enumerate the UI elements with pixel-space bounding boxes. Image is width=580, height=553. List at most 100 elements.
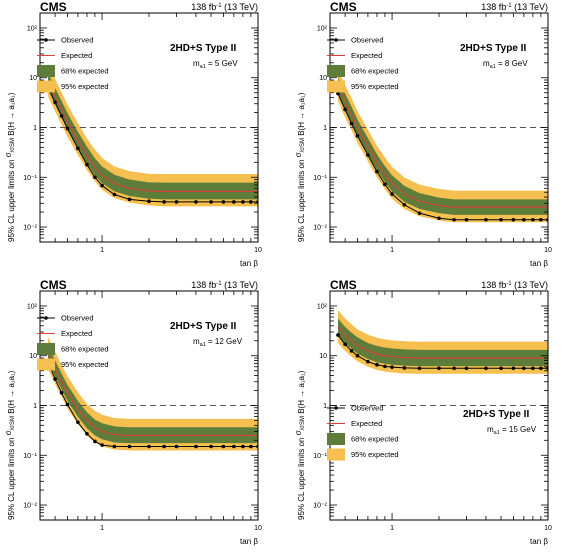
y-tick-label: 10 <box>319 75 327 82</box>
x-tick-label: 10 <box>254 247 262 254</box>
x-tick-label: 10 <box>544 247 552 254</box>
legend-95-swatch <box>327 448 345 461</box>
observed-point <box>76 420 80 425</box>
legend-expected-label: Expected <box>61 329 92 338</box>
x-tick-label: 1 <box>100 247 104 254</box>
y-tick-label: 10 <box>29 353 37 360</box>
legend-observed-marker <box>334 406 338 410</box>
luminosity-label: 138 fb-1 (13 TeV) <box>481 2 548 12</box>
y-tick-label: 10⁻² <box>23 503 37 510</box>
observed-point <box>531 366 535 371</box>
y-tick-label: 10⁻¹ <box>313 175 327 182</box>
y-tick-label: 10² <box>27 303 38 310</box>
y-tick-label: 10² <box>317 25 328 32</box>
legend-68-label: 68% expected <box>61 67 109 76</box>
legend-observed-marker <box>44 316 48 320</box>
observed-point <box>499 217 503 222</box>
model-label: 2HD+S Type II <box>463 409 529 420</box>
luminosity-label: 138 fb-1 (13 TeV) <box>191 2 258 12</box>
legend-observed-marker <box>334 38 338 42</box>
y-tick-label: 10⁻² <box>313 225 327 232</box>
legend: Observed Expected 68% expected 95% expected <box>37 36 109 93</box>
band-68-expected <box>47 72 258 200</box>
legend-68-label: 68% expected <box>351 435 399 444</box>
y-tick-label: 10 <box>29 75 37 82</box>
observed-point <box>209 444 213 449</box>
observed-point <box>522 366 526 371</box>
x-tick-label: 10 <box>254 525 262 532</box>
legend-95-label: 95% expected <box>61 82 109 91</box>
observed-point <box>112 192 117 197</box>
plot-area <box>40 63 258 207</box>
legend-observed-label: Observed <box>351 36 384 45</box>
mass-label: ma1 = 12 GeV <box>193 337 243 348</box>
band-68-expected <box>337 318 548 367</box>
legend: Observed Expected 68% expected 95% expected <box>327 36 399 93</box>
observed-point <box>162 200 166 204</box>
legend-95-swatch <box>37 358 55 371</box>
observed-point <box>511 366 516 371</box>
legend-observed-marker <box>44 38 48 42</box>
chart-panel: 1 10 10⁻² 10⁻¹ 1 10 10² CMS 138 fb-1 (13 TeV) tan… <box>4 278 262 546</box>
observed-point <box>484 217 488 222</box>
observed-point <box>437 366 441 371</box>
observed-point <box>59 114 64 118</box>
observed-point <box>437 216 441 221</box>
observed-point <box>539 366 543 371</box>
plot-area <box>40 336 258 451</box>
observed-point <box>53 377 57 381</box>
expected-line <box>47 81 258 192</box>
observed-point <box>499 366 503 371</box>
x-tick-label: 1 <box>100 525 104 532</box>
observed-point <box>522 217 526 222</box>
observed-point <box>402 366 407 370</box>
observed-point <box>390 365 394 369</box>
expected-line <box>337 326 548 359</box>
y-tick-label: 1 <box>323 403 327 410</box>
legend-68-swatch <box>37 343 55 355</box>
plot-area <box>330 310 548 406</box>
observed-point <box>355 353 360 358</box>
observed-point <box>249 200 253 204</box>
observed-point <box>464 217 469 222</box>
y-axis-title: 95% CL upper limits on σ/σSM B(H → a₁a₁) <box>4 370 16 520</box>
legend: Observed Expected 68% expected 95% expected <box>327 404 399 461</box>
observed-point <box>127 444 132 449</box>
luminosity-label: 138 fb-1 (13 TeV) <box>481 280 548 290</box>
y-tick-label: 1 <box>33 403 37 410</box>
legend-95-label: 95% expected <box>351 82 399 91</box>
observed-point <box>147 199 151 204</box>
observed-point <box>452 366 456 371</box>
observed-point <box>249 444 253 449</box>
experiment-label: CMS <box>330 0 357 14</box>
y-axis-title: 95% CL upper limits on σ/σSM B(H → a₁a₁) <box>294 92 306 242</box>
y-tick-label: 10 <box>319 353 327 360</box>
model-label: 2HD+S Type II <box>170 43 236 54</box>
observed-point <box>336 91 340 96</box>
observed-point <box>241 444 245 449</box>
observed-point <box>232 444 236 449</box>
experiment-label: CMS <box>330 278 357 292</box>
observed-point <box>112 444 117 449</box>
observed-point <box>100 183 104 188</box>
observed-point <box>417 211 422 215</box>
observed-point <box>375 362 379 367</box>
observed-point <box>147 444 151 449</box>
y-axis-title: 95% CL upper limits on σ/σSM B(H → a₁a₁) <box>4 92 16 242</box>
x-axis-title: tan β <box>530 537 548 546</box>
expected-line <box>47 353 258 437</box>
chart-panel: 1 10 10⁻² 10⁻¹ 1 10 10² CMS 138 fb-1 (13 TeV) tan… <box>294 278 552 546</box>
observed-point <box>174 444 179 449</box>
observed-point <box>85 432 89 436</box>
legend-observed-label: Observed <box>61 314 94 323</box>
experiment-label: CMS <box>40 0 67 14</box>
legend-expected-label: Expected <box>351 419 382 428</box>
y-tick-label: 10⁻² <box>313 503 327 510</box>
legend-expected-label: Expected <box>351 51 382 60</box>
observed-point <box>76 146 80 151</box>
observed-point <box>366 359 370 364</box>
expected-line <box>337 85 548 208</box>
observed-point <box>383 182 387 187</box>
legend: Observed Expected 68% expected 95% expected <box>37 314 109 371</box>
